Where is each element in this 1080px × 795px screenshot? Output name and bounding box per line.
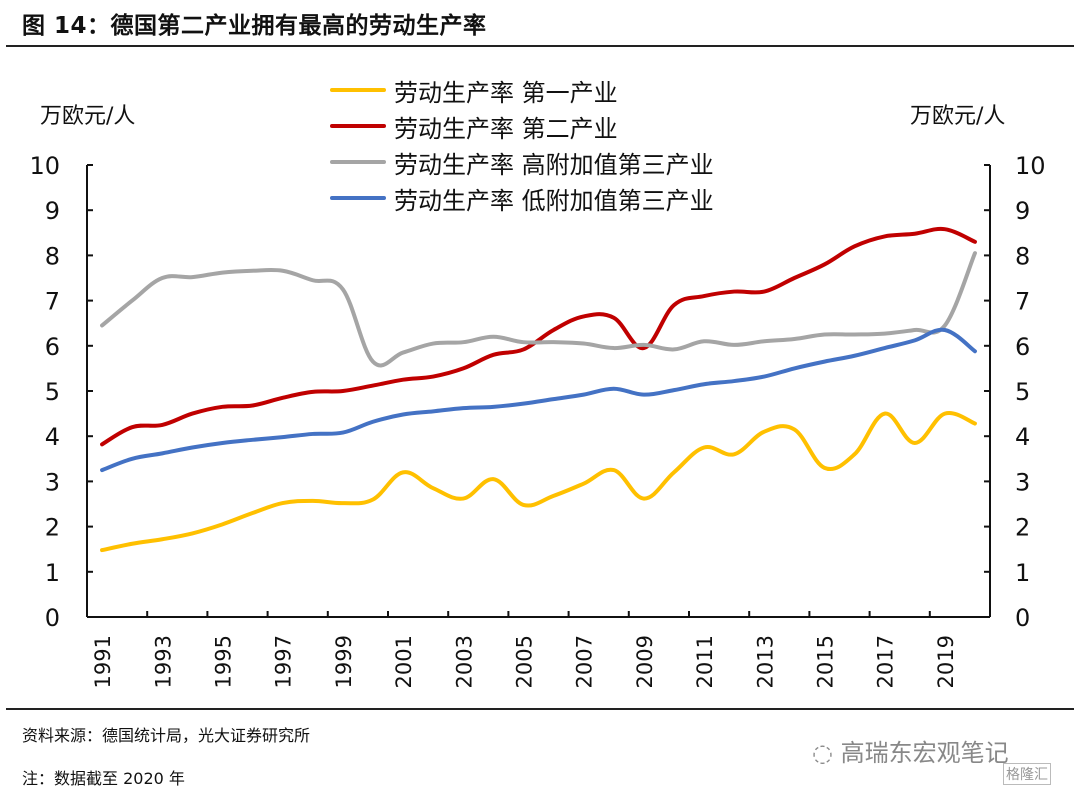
left-y-tick-label: 1 [45,559,60,587]
left-y-tick-label: 0 [45,604,60,632]
series-line-secondary-industry [100,226,977,447]
left-y-tick-label: 9 [45,197,60,225]
title-divider [6,45,1074,47]
legend-swatch-primary [330,88,386,92]
right-axis-unit-label: 万欧元/人 [910,104,1006,129]
x-tick-label: 2013 [753,635,777,688]
x-tick-label: 1999 [332,635,356,688]
x-tick-label: 2007 [573,635,597,688]
right-y-tick-label: 4 [1015,423,1030,451]
legend-label-primary: 劳动生产率 第一产业 [394,78,618,107]
data-note: 注：数据截至 2020 年 [22,769,185,788]
legend-label-high-tertiary: 劳动生产率 高附加值第三产业 [394,150,714,179]
x-tick-label: 1997 [272,635,296,688]
source-note: 资料来源：德国统计局，光大证券研究所 [22,726,311,745]
legend-item-secondary: 劳动生产率 第二产业 [330,108,714,144]
x-tick-label: 2009 [633,635,657,688]
legend-label-low-tertiary: 劳动生产率 低附加值第三产业 [394,186,714,215]
legend-swatch-high-tertiary [330,160,386,164]
left-y-tick-label: 6 [45,333,60,361]
series-line-high-value-tertiary [100,251,977,368]
right-y-tick-label: 10 [1015,152,1046,180]
x-tick-label: 1991 [91,635,115,688]
left-y-tick-label: 10 [29,152,60,180]
left-axis-unit-label: 万欧元/人 [40,104,136,129]
right-y-tick-label: 2 [1015,514,1030,542]
left-y-tick-label: 4 [45,423,60,451]
right-y-tick-label: 3 [1015,468,1030,496]
watermark-logo: 格隆汇 [1003,763,1051,785]
watermark-text: ◌ 高瑞东宏观笔记 [812,733,1009,768]
wechat-icon: ◌ [812,739,833,767]
x-tick-label: 2005 [512,635,536,688]
chart-title: 图 14：德国第二产业拥有最高的劳动生产率 [22,13,487,39]
series-line-low-value-tertiary [100,327,977,473]
chart-legend: 劳动生产率 第一产业 劳动生产率 第二产业 劳动生产率 高附加值第三产业 劳动生… [330,72,714,216]
legend-item-high-tertiary: 劳动生产率 高附加值第三产业 [330,144,714,180]
x-tick-label: 2003 [452,635,476,688]
right-y-tick-label: 9 [1015,197,1030,225]
left-y-tick-label: 7 [45,288,60,316]
series-line-primary-industry [100,410,977,553]
right-y-tick-label: 0 [1015,604,1030,632]
right-y-tick-label: 8 [1015,242,1030,270]
x-tick-label: 2011 [693,635,717,688]
left-y-tick-label: 3 [45,468,60,496]
x-tick-label: 1995 [211,635,235,688]
legend-item-low-tertiary: 劳动生产率 低附加值第三产业 [330,180,714,216]
legend-item-primary: 劳动生产率 第一产业 [330,72,714,108]
left-y-tick-label: 8 [45,242,60,270]
watermark-label: 高瑞东宏观笔记 [840,739,1009,767]
right-y-tick-label: 1 [1015,559,1030,587]
legend-swatch-secondary [330,124,386,128]
left-y-tick-label: 5 [45,378,60,406]
x-tick-label: 2019 [934,635,958,688]
right-y-tick-label: 5 [1015,378,1030,406]
x-tick-label: 2001 [392,635,416,688]
x-tick-label: 2015 [813,635,837,688]
right-y-tick-label: 6 [1015,333,1030,361]
x-tick-label: 1993 [151,635,175,688]
right-y-tick-label: 7 [1015,288,1030,316]
legend-swatch-low-tertiary [330,196,386,200]
legend-label-secondary: 劳动生产率 第二产业 [394,114,618,143]
footer-divider [6,708,1074,710]
x-tick-label: 2017 [874,635,898,688]
left-y-tick-label: 2 [45,514,60,542]
